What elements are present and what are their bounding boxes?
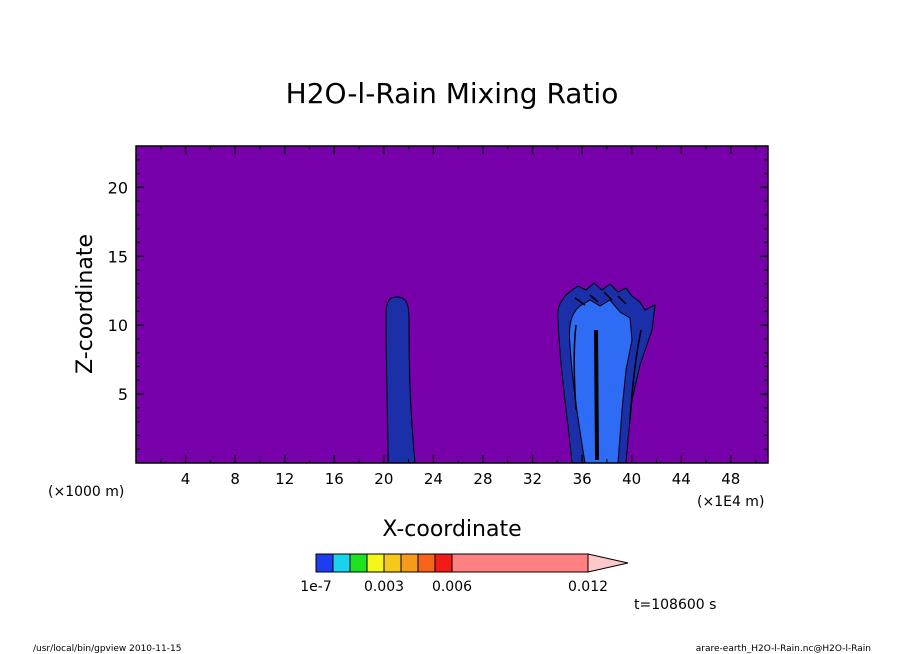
x-tick-label: 12	[275, 470, 294, 488]
x-tick-label: 36	[573, 470, 592, 488]
x-tick-label: 28	[473, 470, 492, 488]
colorbar-swatch	[383, 553, 402, 573]
colorbar-swatch	[451, 553, 589, 573]
footer-left: /usr/local/bin/gpview 2010-11-15	[33, 644, 181, 654]
plot-frame	[135, 145, 769, 464]
y-axis: 5 10 15 20	[108, 159, 768, 450]
colorbar-label: 1e-7	[300, 579, 331, 595]
colorbar-swatch	[400, 553, 419, 573]
y-axis-title: Z-coordinate	[73, 234, 98, 374]
x-tick-label: 32	[523, 470, 542, 488]
y-tick-label: 20	[108, 178, 128, 197]
x-axis-title: X-coordinate	[382, 517, 521, 542]
x-tick-label: 4	[181, 470, 191, 488]
rain-cell-right-streak	[629, 329, 642, 421]
rain-cell-left-streak	[573, 324, 577, 411]
y-tick-label: 10	[108, 316, 128, 335]
plot-area	[135, 145, 769, 464]
plot-background	[136, 146, 768, 463]
colorbar-label: 0.012	[568, 579, 608, 595]
x-tick-label: 48	[721, 470, 740, 488]
x-axis: 4 8 12 16 20 24 28 32 36 40 44 48	[160, 146, 757, 488]
y-tick-label: 15	[108, 247, 128, 266]
chart-title: H2O-l-Rain Mixing Ratio	[286, 77, 619, 110]
colorbar-extend-arrow	[587, 553, 629, 573]
rain-cell-top-streaks	[574, 291, 627, 306]
x-unit-right: (×1E4 m)	[697, 494, 764, 510]
colorbar-label: 0.003	[364, 579, 404, 595]
colorbar-swatch	[417, 553, 436, 573]
x-unit-left: (×1000 m)	[48, 484, 124, 500]
colorbar-labels: 1e-7 0.003 0.006 0.012	[300, 579, 608, 595]
x-tick-label: 20	[374, 470, 393, 488]
colorbar-swatch	[434, 553, 453, 573]
colorbar-swatch	[349, 553, 368, 573]
x-tick-label: 40	[622, 470, 641, 488]
time-label: t=108600 s	[634, 597, 716, 613]
x-tick-label: 8	[230, 470, 240, 488]
rain-cell-core-streak	[594, 330, 599, 460]
colorbar-label: 0.006	[432, 579, 472, 595]
colorbar-swatch	[332, 553, 351, 573]
footer-right: arare-earth_H2O-l-Rain.nc@H2O-l-Rain	[696, 644, 871, 654]
colorbar-swatch	[366, 553, 385, 573]
colorbar	[315, 553, 629, 573]
x-tick-label: 24	[424, 470, 443, 488]
x-tick-label: 16	[325, 470, 344, 488]
x-tick-label: 44	[672, 470, 691, 488]
rain-column-feature	[385, 296, 416, 464]
colorbar-swatch	[315, 553, 334, 573]
y-tick-label: 5	[118, 385, 128, 404]
rain-cell-inner-feature	[569, 299, 633, 464]
